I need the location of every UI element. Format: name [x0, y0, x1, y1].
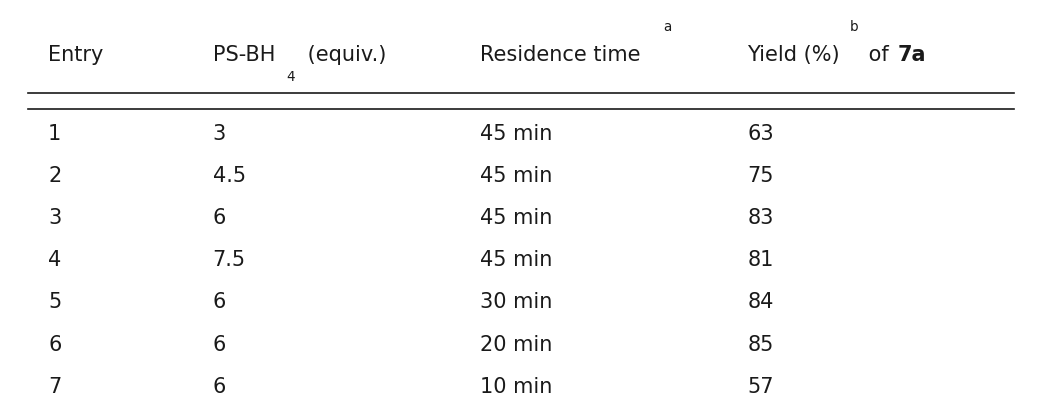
Text: a: a — [663, 20, 671, 34]
Text: 7a: 7a — [897, 45, 925, 65]
Text: 45 min: 45 min — [480, 124, 552, 144]
Text: 45 min: 45 min — [480, 166, 552, 186]
Text: 2: 2 — [48, 166, 61, 186]
Text: 63: 63 — [747, 124, 774, 144]
Text: 5: 5 — [48, 292, 61, 312]
Text: 6: 6 — [213, 377, 226, 397]
Text: 57: 57 — [747, 377, 773, 397]
Text: 83: 83 — [747, 208, 773, 228]
Text: of: of — [863, 45, 896, 65]
Text: 4: 4 — [48, 250, 61, 270]
Text: 45 min: 45 min — [480, 208, 552, 228]
Text: PS-BH: PS-BH — [213, 45, 275, 65]
Text: (equiv.): (equiv.) — [301, 45, 387, 65]
Text: Residence time: Residence time — [480, 45, 641, 65]
Text: 6: 6 — [213, 292, 226, 312]
Text: 10 min: 10 min — [480, 377, 552, 397]
Text: 3: 3 — [213, 124, 226, 144]
Text: 45 min: 45 min — [480, 250, 552, 270]
Text: Yield (%): Yield (%) — [747, 45, 840, 65]
Text: 7: 7 — [48, 377, 61, 397]
Text: 6: 6 — [48, 335, 61, 355]
Text: Entry: Entry — [48, 45, 103, 65]
Text: 4: 4 — [287, 70, 295, 84]
Text: 6: 6 — [213, 208, 226, 228]
Text: 85: 85 — [747, 335, 773, 355]
Text: b: b — [850, 20, 859, 34]
Text: 3: 3 — [48, 208, 61, 228]
Text: 81: 81 — [747, 250, 773, 270]
Text: 84: 84 — [747, 292, 773, 312]
Text: 6: 6 — [213, 335, 226, 355]
Text: 7.5: 7.5 — [213, 250, 246, 270]
Text: 4.5: 4.5 — [213, 166, 246, 186]
Text: 30 min: 30 min — [480, 292, 552, 312]
Text: 20 min: 20 min — [480, 335, 552, 355]
Text: 75: 75 — [747, 166, 773, 186]
Text: 1: 1 — [48, 124, 61, 144]
